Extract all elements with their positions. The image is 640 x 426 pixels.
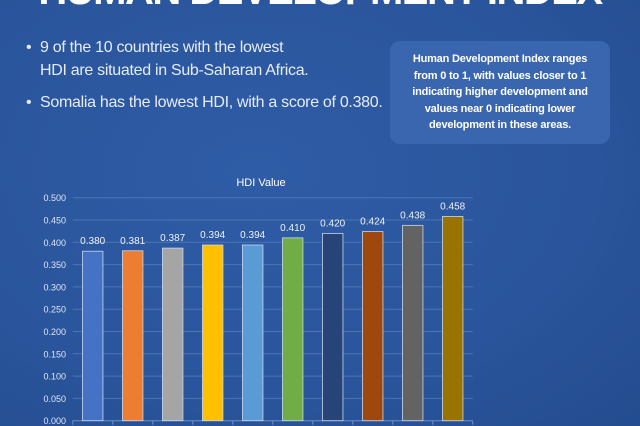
data-label: 0.424 — [360, 217, 385, 228]
bullet-text: HDI are situated in Sub-Saharan Africa. — [40, 62, 309, 79]
hdi-bar-chart: HDI Value 0.000 0.050 0.100 0.150 0.200 0.250… — [43, 177, 474, 426]
info-line: development in these areas. — [429, 119, 571, 131]
y-tick-label: 0.000 — [43, 416, 66, 426]
data-label: 0.394 — [200, 230, 225, 241]
bullet-item: • 9 of the 10 countries with the lowest … — [26, 36, 386, 82]
bar — [162, 247, 184, 422]
y-tick-label: 0.300 — [43, 282, 66, 292]
info-line: from 0 to 1, with values closer to 1 — [413, 69, 587, 82]
info-line: Human Development Index ranges — [412, 53, 588, 65]
bar — [402, 224, 424, 422]
data-label: 0.380 — [80, 236, 105, 247]
info-line: indicating higher development and — [412, 86, 588, 98]
bullet-list: • 9 of the 10 countries with the lowest … — [26, 36, 386, 123]
data-label: 0.394 — [240, 230, 265, 241]
y-tick-label: 0.400 — [43, 238, 66, 248]
page-title: HUMAN DEVELOPMENT INDEX — [0, 0, 640, 11]
y-tick-label: 0.350 — [43, 260, 66, 270]
info-line: values near 0 indicating lower — [424, 102, 576, 115]
data-label: 0.438 — [400, 210, 425, 221]
y-tick-label: 0.150 — [43, 349, 66, 359]
bar — [202, 244, 224, 422]
y-tick-label: 0.450 — [43, 216, 66, 226]
y-tick-label: 0.200 — [43, 327, 66, 337]
bullet-text: Somalia has the lowest HDI, with a score… — [40, 94, 383, 111]
bar — [282, 237, 304, 422]
bar — [242, 244, 264, 422]
info-box: Human Development Index ranges from 0 to… — [390, 41, 610, 144]
data-label: 0.420 — [320, 218, 345, 229]
y-tick-label: 0.250 — [43, 305, 66, 315]
data-label: 0.381 — [120, 236, 145, 247]
bar — [122, 250, 144, 422]
y-tick-label: 0.100 — [43, 372, 66, 382]
data-label: 0.387 — [160, 233, 185, 244]
bar — [442, 216, 464, 422]
data-label: 0.458 — [440, 201, 465, 212]
bullet-text: 9 of the 10 countries with the lowest — [40, 39, 284, 56]
bar — [322, 232, 344, 422]
y-tick-label: 0.050 — [43, 394, 66, 404]
y-tick-label: 0.500 — [43, 193, 66, 203]
bar — [82, 250, 104, 422]
chart-title: HDI Value — [236, 177, 285, 189]
data-label: 0.410 — [280, 223, 305, 234]
bullet-dot-icon: • — [26, 39, 32, 56]
bullet-dot-icon: • — [26, 94, 32, 111]
bar — [362, 231, 384, 422]
bullet-item: • Somalia has the lowest HDI, with a sco… — [26, 91, 386, 114]
